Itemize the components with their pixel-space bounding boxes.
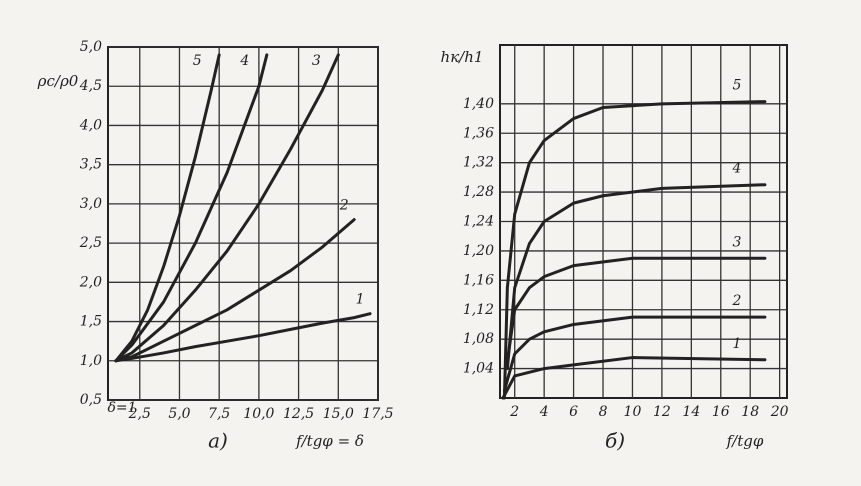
series-label: 5 <box>193 53 202 69</box>
y-tick-label: 1,08 <box>463 331 494 347</box>
y-tick-label: 5,0 <box>80 39 102 55</box>
y-tick-label: 4,0 <box>79 117 102 133</box>
line-series <box>114 53 340 363</box>
y-tick-label: 1,20 <box>463 243 494 259</box>
x-tick-label: 8 <box>599 404 608 420</box>
y-tick-label: 1,04 <box>463 361 494 377</box>
y-axis-label: ρc/ρ0 <box>37 72 79 90</box>
series-label: 3 <box>312 53 321 69</box>
x-tick-label: 4 <box>539 404 549 420</box>
y-tick-label: 0,5 <box>80 392 102 408</box>
annotation: δ=1 <box>107 400 136 416</box>
line-series <box>114 218 356 363</box>
x-tick-label: 5,0 <box>168 406 190 422</box>
y-tick-label: 1,36 <box>463 125 494 141</box>
line-series <box>505 256 767 363</box>
series-label: 2 <box>731 293 741 309</box>
x-tick-label: 15,0 <box>323 406 354 422</box>
x-axis-label: f/tgφ = δ <box>295 432 364 450</box>
line-series <box>502 315 767 393</box>
y-tick-label: 1,0 <box>80 353 102 369</box>
x-tick-label: 10,0 <box>243 406 274 422</box>
series-label: 4 <box>239 53 249 69</box>
y-tick-label: 1,40 <box>463 96 494 112</box>
y-tick-label: 1,24 <box>463 214 494 230</box>
line-series <box>501 356 767 400</box>
x-tick-label: 2,5 <box>128 406 151 422</box>
y-tick-label: 1,32 <box>463 155 494 171</box>
y-tick-label: 1,5 <box>80 314 102 330</box>
series-label: 4 <box>731 161 741 177</box>
x-tick-label: 10 <box>624 404 642 420</box>
series-label: 5 <box>732 78 741 94</box>
series-label: 2 <box>339 198 349 214</box>
x-tick-label: 20 <box>770 404 789 420</box>
y-tick-label: 2,5 <box>79 235 102 251</box>
x-tick-label: 17,5 <box>362 406 393 422</box>
y-tick-label: 4,5 <box>79 78 102 94</box>
y-tick-label: 1,28 <box>463 184 494 200</box>
x-tick-label: 12,5 <box>283 406 314 422</box>
x-tick-label: 18 <box>741 404 759 420</box>
line-series <box>502 100 767 400</box>
y-tick-label: 1,12 <box>463 302 494 318</box>
x-tick-label: 6 <box>569 404 578 420</box>
line-series <box>114 53 269 363</box>
y-axis-label: hк/h1 <box>441 48 484 66</box>
series-label: 3 <box>732 234 741 250</box>
caption: а) <box>208 429 228 453</box>
series-label: 1 <box>732 336 741 352</box>
x-axis-label: f/tgφ <box>726 432 764 450</box>
x-tick-label: 16 <box>712 404 730 420</box>
x-tick-label: 2 <box>509 404 519 420</box>
x-tick-label: 12 <box>653 404 671 420</box>
y-tick-label: 3,5 <box>80 157 102 173</box>
caption: б) <box>605 429 625 453</box>
y-tick-label: 2,0 <box>79 274 102 290</box>
y-tick-label: 1,16 <box>463 272 494 288</box>
x-tick-label: 14 <box>682 404 700 420</box>
line-series <box>114 312 372 363</box>
y-tick-label: 3,0 <box>80 196 102 212</box>
series-label: 1 <box>356 292 365 308</box>
line-series <box>114 53 221 363</box>
line-series <box>505 183 767 371</box>
x-tick-label: 7,5 <box>208 406 230 422</box>
